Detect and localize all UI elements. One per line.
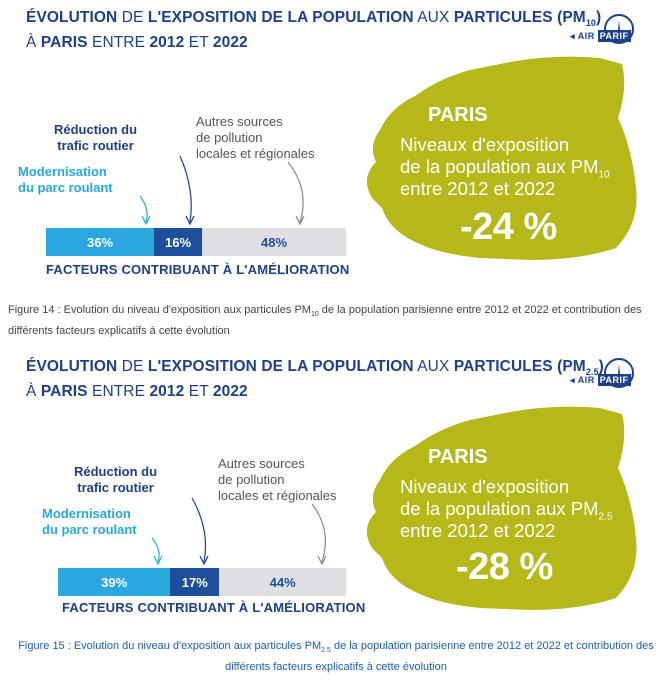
arrow-reduction bbox=[179, 155, 192, 223]
label-reduction-trafic: Réduction du trafic routier bbox=[74, 464, 158, 495]
figure-14: ÉVOLUTION DE L'EXPOSITION DE LA POPULATI… bbox=[0, 0, 671, 340]
bar-segment-modernisation: 36% bbox=[46, 228, 154, 256]
paris-map-shape bbox=[366, 406, 637, 610]
paris-line-1: Niveaux d'exposition bbox=[400, 476, 570, 497]
label-autres-sources: Autres sources de pollution locales et rég… bbox=[218, 456, 337, 503]
arrow-modernisation bbox=[139, 195, 148, 223]
x-axis-label: FACTEURS CONTRIBUANT À L'AMÉLIORATION bbox=[62, 600, 366, 615]
arrow-reduction bbox=[191, 497, 207, 563]
figure-caption: Figure 15 : Evolution du niveau d'exposi… bbox=[18, 640, 654, 674]
paris-line-2: de la population aux PM2.5 bbox=[400, 498, 613, 523]
x-axis-label: FACTEURS CONTRIBUANT À L'AMÉLIORATION bbox=[46, 262, 350, 277]
arrowhead-autres bbox=[295, 215, 305, 226]
pointer-arrows bbox=[151, 497, 327, 566]
arrow-autres bbox=[287, 161, 304, 223]
arrowhead-autres bbox=[317, 555, 327, 566]
figure-15: ÉVOLUTION DE L'EXPOSITION DE LA POPULATI… bbox=[0, 340, 671, 681]
arrowhead-modernisation bbox=[153, 555, 163, 566]
airparif-logo: ◂ AIR PARIF bbox=[570, 358, 665, 388]
paris-map-shape bbox=[366, 56, 637, 261]
paris-outline bbox=[366, 56, 637, 261]
figure-caption: Figure 14 : Evolution du niveau d'exposi… bbox=[8, 304, 642, 338]
arrowhead-reduction bbox=[185, 215, 195, 226]
bar-segment-modernisation: 39% bbox=[58, 568, 171, 596]
paris-change-value: -28 % bbox=[456, 546, 553, 588]
figure-title: ÉVOLUTION DE L'EXPOSITION DE LA POPULATI… bbox=[26, 358, 604, 401]
arrow-autres bbox=[311, 503, 326, 563]
figure-title: ÉVOLUTION DE L'EXPOSITION DE LA POPULATI… bbox=[26, 9, 602, 52]
paris-change-value: -24 % bbox=[460, 206, 557, 248]
airparif-logo: ◂ AIR PARIF bbox=[570, 14, 665, 44]
pointer-arrows bbox=[139, 155, 305, 226]
label-reduction-trafic: Réduction du trafic routier bbox=[54, 122, 138, 153]
paris-label: PARIS bbox=[428, 446, 488, 468]
paris-line-2: de la population aux PM10 bbox=[400, 156, 610, 181]
stacked-bar: 36% 16% 48% bbox=[46, 228, 346, 256]
stacked-bar: 39% 17% 44% bbox=[58, 568, 346, 596]
label-modernisation: Modernisation du parc roulant bbox=[42, 506, 137, 537]
paris-label: PARIS bbox=[428, 104, 488, 126]
label-autres-sources: Autres sources de pollution locales et rég… bbox=[196, 114, 315, 161]
paris-line-1: Niveaux d'exposition bbox=[400, 134, 570, 155]
paris-line-3: entre 2012 et 2022 bbox=[400, 520, 556, 541]
bar-segment-reduction-trafic: 16% bbox=[154, 228, 202, 256]
arrowhead-modernisation bbox=[141, 215, 151, 226]
arrow-modernisation bbox=[151, 537, 160, 563]
arrowhead-reduction bbox=[199, 555, 209, 566]
label-modernisation: Modernisation du parc roulant bbox=[18, 164, 113, 195]
paris-line-3: entre 2012 et 2022 bbox=[400, 178, 556, 199]
paris-outline bbox=[366, 406, 637, 610]
bar-segment-reduction-trafic: 17% bbox=[170, 568, 220, 596]
bar-segment-autres-sources: 44% bbox=[219, 568, 346, 596]
bar-segment-autres-sources: 48% bbox=[202, 228, 346, 256]
